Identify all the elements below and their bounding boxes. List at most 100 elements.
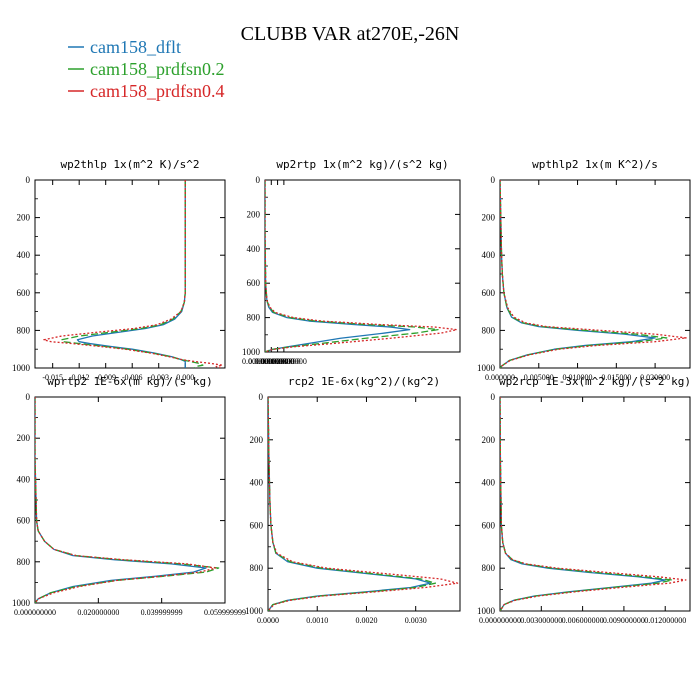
legend-label-1: cam158_prdfsn0.2: [90, 59, 224, 79]
series-line-cam158_dflt: [500, 397, 666, 611]
y-tick-label: 400: [247, 244, 261, 254]
y-tick-label: 200: [250, 435, 264, 445]
y-tick-label: 400: [482, 478, 496, 488]
panel-title: wprtp2 1E-6x(m kg)/(s kg): [47, 375, 213, 388]
chart-title: CLUBB VAR at270E,-26N: [241, 23, 460, 45]
panel-title: wpthlp2 1x(m K^2)/s: [532, 158, 658, 171]
y-tick-label: 1000: [12, 598, 31, 608]
series-line-cam158_prdfsn0.4: [500, 180, 687, 368]
y-tick-label: 600: [482, 288, 496, 298]
panel-3: wprtp2 1E-6x(m kg)/(s kg) 0 200 400 600 800 10…: [12, 375, 246, 617]
x-tick-label: 0.0020: [355, 616, 377, 625]
legend: cam158_dfltcam158_prdfsn0.2cam158_prdfsn…: [68, 37, 224, 101]
x-tick-label: 0.059999999: [204, 608, 246, 617]
panel-title: wp2rcp 1E-3x(m^2 kg)/(s^2 kg): [499, 375, 691, 388]
y-tick-label: 200: [482, 435, 496, 445]
y-tick-label: 200: [17, 213, 31, 223]
x-tick-label: -0.012: [69, 373, 90, 382]
y-tick-label: 200: [482, 213, 496, 223]
series-line-cam158_prdfsn0.4: [43, 180, 223, 368]
y-tick-label: 800: [247, 313, 261, 323]
legend-label-0: cam158_dflt: [90, 37, 181, 57]
y-tick-label: 600: [17, 516, 31, 526]
y-tick-label: 400: [17, 250, 31, 260]
series-line-cam158_prdfsn0.4: [268, 397, 459, 611]
series-line-cam158_prdfsn0.2: [500, 397, 673, 611]
y-tick-label: 200: [247, 209, 261, 219]
x-tick-label: -0.009: [95, 373, 116, 382]
y-tick-label: 600: [247, 278, 261, 288]
y-tick-label: 0: [26, 175, 31, 185]
y-tick-label: 0: [259, 392, 264, 402]
y-tick-label: 800: [17, 325, 31, 335]
series-line-cam158_prdfsn0.4: [265, 180, 458, 352]
series-line-cam158_dflt: [500, 180, 656, 368]
y-tick-label: 800: [482, 325, 496, 335]
y-tick-label: 0: [491, 175, 496, 185]
y-tick-label: 200: [17, 433, 31, 443]
x-tick-label: -0.006: [122, 373, 143, 382]
x-tick-label: 0.020000000: [77, 608, 119, 617]
x-tick-label: 0.000000000: [14, 608, 56, 617]
x-tick-label: 0.0030: [405, 616, 427, 625]
series-line-cam158_prdfsn0.2: [35, 397, 220, 603]
x-tick-label: 0.000: [176, 373, 194, 382]
x-tick-label: 0.000000: [485, 373, 515, 382]
x-tick-label: -0.015: [42, 373, 63, 382]
x-tick-label: 0.005000: [524, 373, 554, 382]
y-tick-label: 400: [482, 250, 496, 260]
y-tick-label: 800: [250, 563, 264, 573]
y-tick-label: 1000: [477, 363, 496, 373]
y-tick-label: 600: [250, 520, 264, 530]
plot-frame: [499, 179, 691, 369]
series-line-cam158_dflt: [268, 397, 432, 611]
plot-frame: [264, 179, 461, 353]
y-tick-label: 400: [17, 474, 31, 484]
y-tick-label: 600: [17, 288, 31, 298]
series-line-cam158_prdfsn0.2: [60, 180, 204, 368]
y-tick-label: 1000: [245, 606, 264, 616]
x-tick-label: 0.000000000: [479, 616, 521, 625]
panel-0: wp2thlp 1x(m^2 K)/s^2 0 200 400 600 800 1000 -0…: [12, 158, 226, 382]
x-tick-label: 0.003000000: [520, 616, 562, 625]
y-tick-label: 400: [250, 478, 264, 488]
y-tick-label: 1000: [477, 606, 496, 616]
panels: wp2thlp 1x(m^2 K)/s^2 0 200 400 600 800 1000 -0…: [12, 158, 691, 625]
series-line-cam158_prdfsn0.4: [35, 397, 217, 603]
legend-label-2: cam158_prdfsn0.4: [90, 81, 224, 101]
panel-2: wpthlp2 1x(m K^2)/s020040060080010000.00…: [477, 158, 691, 382]
panel-title: wp2thlp 1x(m^2 K)/s^2: [60, 158, 199, 171]
panel-4: rcp2 1E-6x(kg^2)/(kg^2) 0 200 400 600 800 1000…: [245, 375, 461, 625]
x-tick-label: 0.012000000: [644, 616, 686, 625]
x-tick-label: 0.0000200000: [255, 357, 301, 366]
y-tick-label: 800: [17, 557, 31, 567]
series-line-cam158_dflt: [35, 397, 207, 603]
series-line-cam158_prdfsn0.4: [500, 397, 687, 611]
x-tick-label: 0.039999999: [141, 608, 183, 617]
x-tick-label: 0.006000000: [562, 616, 604, 625]
y-tick-label: 600: [482, 520, 496, 530]
y-tick-label: 1000: [242, 347, 261, 357]
panel-1: wp2rtp 1x(m^2 kg)/(s^2 kg) 0 200 400 600 800 1…: [242, 158, 461, 366]
series-line-cam158_dflt: [265, 180, 411, 352]
panel-title: wp2rtp 1x(m^2 kg)/(s^2 kg): [276, 158, 448, 171]
series-line-cam158_prdfsn0.2: [265, 180, 439, 352]
x-tick-label: 0.0000100000: [248, 357, 294, 366]
panel-title: rcp2 1E-6x(kg^2)/(kg^2): [288, 375, 440, 388]
x-tick-label: 0.0000300000: [261, 357, 307, 366]
x-tick-label: 0.0010: [306, 616, 328, 625]
y-tick-label: 1000: [12, 363, 31, 373]
y-tick-label: 0: [26, 392, 31, 402]
x-tick-label: 0.0000000000: [242, 357, 288, 366]
series-line-cam158_dflt: [76, 180, 186, 368]
x-tick-label: 0.009000000: [603, 616, 645, 625]
y-tick-label: 0: [491, 392, 496, 402]
plot-frame: [267, 396, 461, 612]
x-tick-label: 0.015000: [601, 373, 631, 382]
x-tick-label: 0.010000: [563, 373, 593, 382]
x-tick-label: 0.0000: [257, 616, 279, 625]
panel-5: wp2rcp 1E-3x(m^2 kg)/(s^2 kg)0 200 400 600 8…: [477, 375, 691, 625]
y-tick-label: 800: [482, 563, 496, 573]
y-tick-label: 0: [256, 175, 261, 185]
